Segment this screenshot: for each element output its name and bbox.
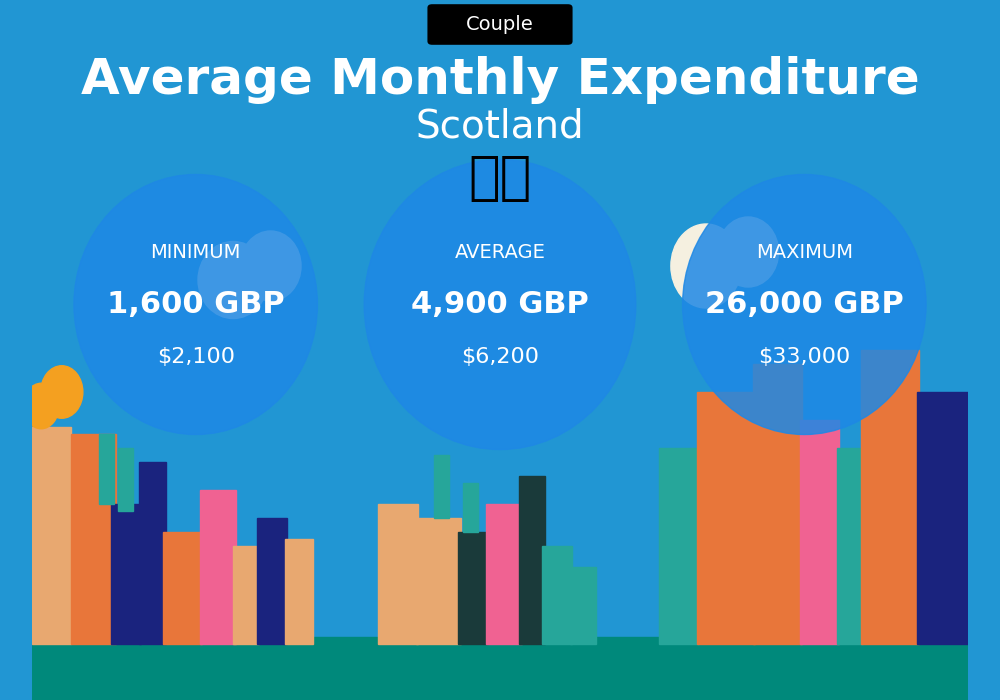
Text: 26,000 GBP: 26,000 GBP [705, 290, 904, 319]
FancyBboxPatch shape [427, 4, 573, 45]
Text: 🇬🇧: 🇬🇧 [468, 153, 532, 204]
Bar [139, 462, 166, 644]
Bar [71, 434, 116, 644]
Bar [378, 504, 418, 644]
Bar [486, 504, 522, 644]
Bar [233, 546, 259, 644]
Ellipse shape [718, 217, 779, 287]
Bar [200, 490, 236, 644]
Text: $6,200: $6,200 [461, 347, 539, 367]
Ellipse shape [23, 384, 59, 428]
Text: MAXIMUM: MAXIMUM [756, 242, 853, 262]
Ellipse shape [683, 174, 926, 435]
Ellipse shape [198, 241, 268, 318]
Bar [416, 518, 461, 644]
Ellipse shape [74, 174, 317, 435]
Bar [753, 364, 802, 644]
Text: 4,900 GBP: 4,900 GBP [411, 290, 589, 319]
Bar [800, 420, 839, 644]
Bar [285, 539, 313, 644]
Bar [837, 448, 863, 644]
Text: Couple: Couple [466, 15, 534, 34]
Bar [434, 455, 449, 518]
Bar [570, 567, 596, 644]
Text: MINIMUM: MINIMUM [150, 242, 241, 262]
Bar [519, 476, 545, 644]
Ellipse shape [41, 365, 83, 418]
Bar [861, 350, 919, 644]
Text: 1,600 GBP: 1,600 GBP [107, 290, 284, 319]
Text: AVERAGE: AVERAGE [455, 242, 545, 262]
Bar [163, 532, 202, 644]
Bar [32, 427, 71, 462]
Bar [99, 434, 114, 504]
Bar [257, 518, 287, 644]
Text: $2,100: $2,100 [157, 347, 235, 367]
Bar [32, 637, 968, 700]
Bar [697, 392, 755, 644]
Ellipse shape [364, 160, 636, 449]
Ellipse shape [240, 231, 301, 301]
Bar [32, 462, 71, 644]
Bar [463, 483, 478, 532]
Bar [917, 392, 968, 644]
Text: Average Monthly Expenditure: Average Monthly Expenditure [81, 57, 919, 104]
Text: $33,000: $33,000 [758, 347, 850, 367]
Bar [458, 532, 488, 644]
Ellipse shape [671, 224, 741, 308]
Bar [659, 448, 699, 644]
Text: Scotland: Scotland [416, 107, 584, 145]
Bar [118, 448, 133, 511]
Bar [111, 504, 141, 644]
Bar [542, 546, 572, 644]
